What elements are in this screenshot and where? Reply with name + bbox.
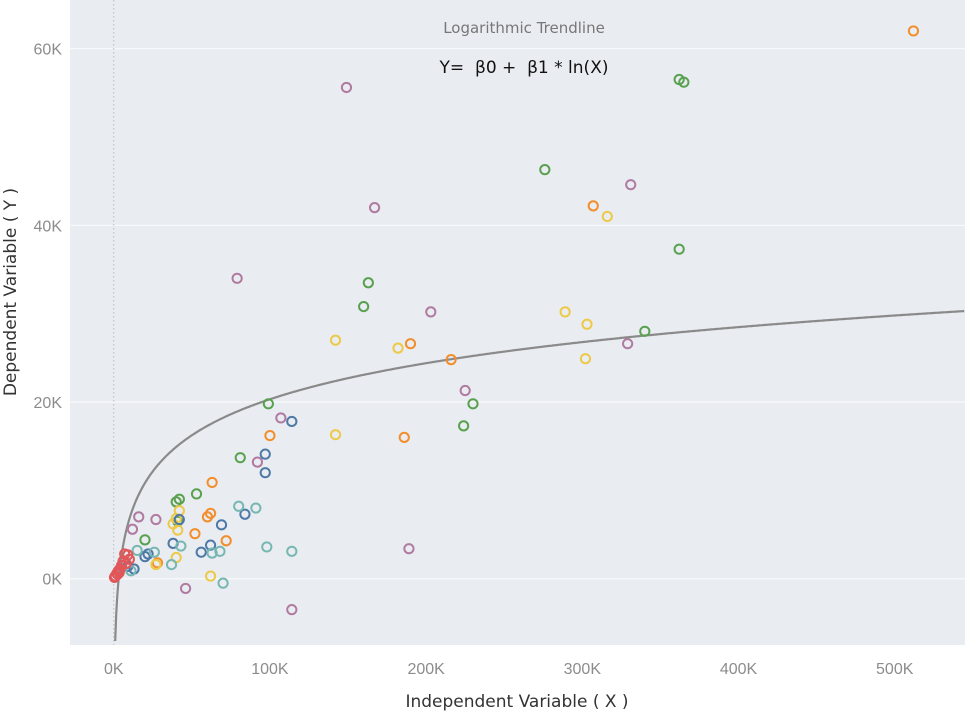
- data-point: [204, 539, 217, 551]
- data-point: [133, 511, 145, 523]
- data-point: [262, 398, 274, 410]
- data-point: [398, 431, 410, 443]
- data-point: [459, 384, 471, 397]
- data-point: [467, 398, 479, 410]
- data-point: [622, 338, 634, 350]
- data-point: [165, 558, 178, 571]
- data-point: [172, 524, 184, 536]
- data-point: [214, 545, 226, 557]
- data-point: [112, 568, 124, 580]
- data-point: [195, 546, 207, 558]
- data-point: [329, 429, 342, 441]
- y-axis-title: Dependent Variable ( Y ): [1, 188, 21, 396]
- data-point: [425, 306, 437, 318]
- data-point: [445, 354, 457, 366]
- data-point: [201, 511, 214, 523]
- data-point: [217, 577, 229, 589]
- data-point: [220, 535, 232, 547]
- data-point: [286, 545, 298, 557]
- y-tick-label: 40K: [34, 218, 63, 235]
- data-point: [206, 476, 218, 489]
- data-point: [329, 334, 342, 346]
- y-tick-label: 60K: [34, 42, 63, 59]
- data-point: [142, 548, 154, 560]
- x-axis-title: Independent Variable ( X ): [405, 692, 628, 712]
- data-point: [190, 488, 203, 500]
- data-point: [179, 582, 192, 595]
- y-tick-label: 20K: [34, 395, 63, 412]
- data-point: [215, 519, 228, 531]
- y-axis-ticks: 0K 20K 40K 60K: [34, 42, 63, 589]
- data-point: [907, 25, 920, 37]
- data-point: [234, 452, 246, 464]
- data-point: [358, 300, 370, 313]
- data-point: [139, 551, 151, 563]
- data-point: [233, 500, 245, 512]
- x-axis-ticks: 0K 100K 200K 300K 400K 500K: [104, 661, 914, 678]
- data-point: [173, 513, 185, 526]
- data-point: [340, 81, 353, 94]
- x-tick-label: 100K: [251, 661, 289, 678]
- data-point: [204, 570, 217, 582]
- data-point: [251, 456, 264, 468]
- x-tick-label: 400K: [720, 661, 758, 678]
- data-point: [175, 540, 187, 552]
- y-tick-label: 0K: [42, 572, 62, 589]
- data-point: [150, 513, 162, 526]
- data-point: [678, 76, 690, 88]
- data-point: [559, 306, 571, 318]
- data-point: [250, 502, 262, 514]
- data-point: [601, 210, 613, 223]
- data-points: [108, 25, 920, 616]
- gridlines: [70, 0, 965, 645]
- data-point: [113, 566, 125, 579]
- data-point: [286, 604, 298, 616]
- data-point: [579, 353, 592, 365]
- data-point: [231, 272, 243, 284]
- logarithmic-trendline: [114, 310, 965, 642]
- data-point: [264, 429, 276, 442]
- data-point: [275, 412, 287, 424]
- data-point: [206, 547, 218, 559]
- x-tick-label: 500K: [876, 661, 914, 678]
- x-tick-label: 300K: [564, 661, 602, 678]
- plot-area: [70, 0, 965, 645]
- data-point: [639, 325, 651, 337]
- data-point: [150, 558, 162, 571]
- data-point: [131, 544, 143, 557]
- data-point: [259, 448, 271, 460]
- data-point: [404, 338, 417, 350]
- data-point: [458, 420, 470, 432]
- data-point: [625, 179, 637, 191]
- x-tick-label: 0K: [104, 661, 124, 678]
- data-point: [286, 415, 298, 428]
- data-point: [392, 342, 404, 354]
- data-point: [403, 543, 415, 555]
- data-point: [368, 202, 381, 214]
- data-point: [673, 243, 685, 255]
- chart-title: Logarithmic Trendline: [443, 19, 605, 37]
- data-point: [259, 467, 271, 479]
- x-tick-label: 200K: [407, 661, 445, 678]
- data-point: [173, 493, 185, 505]
- data-point: [581, 318, 593, 330]
- data-point: [261, 541, 273, 553]
- data-point: [151, 557, 164, 569]
- data-point: [362, 277, 374, 289]
- data-point: [189, 528, 201, 540]
- data-point: [123, 553, 135, 565]
- trendline-equation: Y= β0 + β1 * ln(X): [439, 58, 609, 78]
- data-point: [539, 164, 551, 176]
- data-point: [239, 508, 251, 520]
- data-point: [139, 534, 151, 546]
- data-point: [587, 200, 599, 212]
- data-point: [126, 523, 139, 535]
- data-point: [148, 546, 160, 558]
